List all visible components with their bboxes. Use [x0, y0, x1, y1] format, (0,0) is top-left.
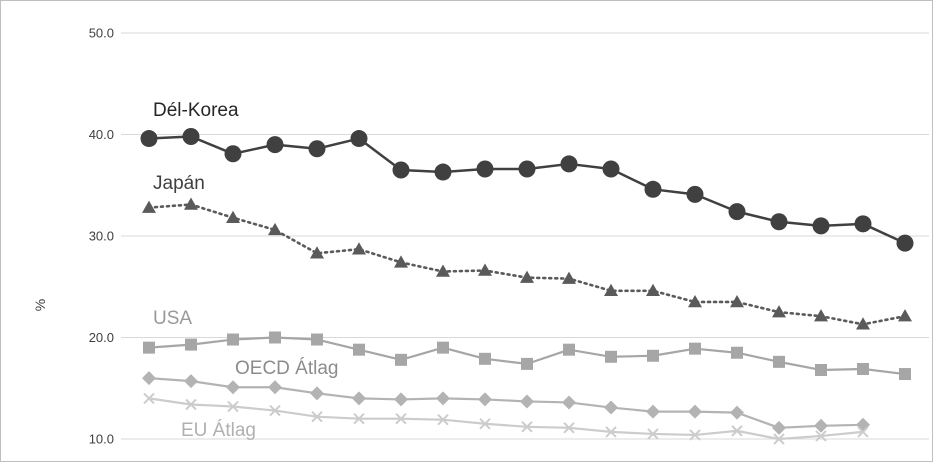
data-point-0-8	[477, 161, 494, 178]
data-point-0-15	[771, 213, 788, 230]
data-point-3-4	[310, 386, 324, 400]
data-point-3-17	[856, 418, 870, 432]
data-point-3-12	[646, 405, 660, 419]
data-point-3-2	[226, 380, 240, 394]
data-point-1-18	[898, 309, 912, 321]
data-point-3-14	[730, 406, 744, 420]
data-point-0-7	[435, 164, 452, 181]
series-label-usa: USA	[153, 308, 192, 329]
data-point-3-15	[772, 421, 786, 435]
y-tick-label-3: 40.0	[89, 127, 114, 142]
series-line-3	[149, 378, 863, 428]
data-point-2-4	[311, 334, 323, 346]
data-point-0-9	[519, 161, 536, 178]
data-point-0-3	[267, 136, 284, 153]
series-label-korea: Dél-Korea	[153, 100, 239, 121]
data-point-3-9	[520, 394, 534, 408]
data-point-0-12	[645, 181, 662, 198]
data-point-0-10	[561, 155, 578, 172]
data-point-3-10	[562, 395, 576, 409]
data-point-3-16	[814, 419, 828, 433]
data-point-2-13	[689, 343, 701, 355]
data-point-0-11	[603, 161, 620, 178]
data-point-3-7	[436, 391, 450, 405]
data-point-0-6	[393, 162, 410, 179]
data-point-3-0	[142, 371, 156, 385]
y-tick-label-4: 50.0	[89, 26, 114, 41]
data-point-0-5	[351, 130, 368, 147]
y-tick-label-2: 30.0	[89, 229, 114, 244]
data-point-2-6	[395, 354, 407, 366]
series-label-oecd: OECD Átlag	[235, 358, 338, 379]
data-point-1-2	[226, 211, 240, 223]
data-point-3-6	[394, 392, 408, 406]
data-point-3-3	[268, 380, 282, 394]
data-point-3-11	[604, 401, 618, 415]
series-label-japan: Japán	[153, 173, 205, 194]
data-point-0-14	[729, 203, 746, 220]
data-point-0-13	[687, 186, 704, 203]
data-point-2-17	[857, 363, 869, 375]
data-point-2-16	[815, 364, 827, 376]
data-point-0-17	[855, 215, 872, 232]
y-axis-ticks: 10.0 20.0 30.0 40.0 50.0	[89, 26, 114, 447]
data-point-2-7	[437, 342, 449, 354]
data-point-2-11	[605, 351, 617, 363]
data-point-3-5	[352, 391, 366, 405]
data-point-0-18	[897, 235, 914, 252]
series-1	[142, 198, 912, 330]
data-point-2-8	[479, 353, 491, 365]
data-point-2-12	[647, 350, 659, 362]
data-point-1-5	[352, 242, 366, 254]
data-point-3-8	[478, 392, 492, 406]
data-point-0-0	[141, 130, 158, 147]
data-point-2-10	[563, 344, 575, 356]
y-tick-label-0: 10.0	[89, 432, 114, 447]
data-point-0-4	[309, 140, 326, 157]
data-point-0-2	[225, 145, 242, 162]
data-point-0-1	[183, 128, 200, 145]
series-label-eu: EU Átlag	[181, 420, 256, 441]
data-point-1-12	[646, 284, 660, 296]
series-0	[141, 128, 914, 252]
data-point-3-1	[184, 374, 198, 388]
y-axis-label: %	[32, 299, 48, 311]
y-tick-label-1: 20.0	[89, 330, 114, 345]
data-point-2-14	[731, 347, 743, 359]
data-point-2-0	[143, 342, 155, 354]
data-point-2-2	[227, 334, 239, 346]
data-point-2-5	[353, 344, 365, 356]
data-point-2-9	[521, 358, 533, 370]
data-point-2-3	[269, 332, 281, 344]
data-point-0-16	[813, 217, 830, 234]
data-point-2-15	[773, 356, 785, 368]
data-point-3-13	[688, 405, 702, 419]
series-lines	[141, 128, 914, 444]
data-point-2-18	[899, 368, 911, 380]
data-point-2-1	[185, 339, 197, 351]
